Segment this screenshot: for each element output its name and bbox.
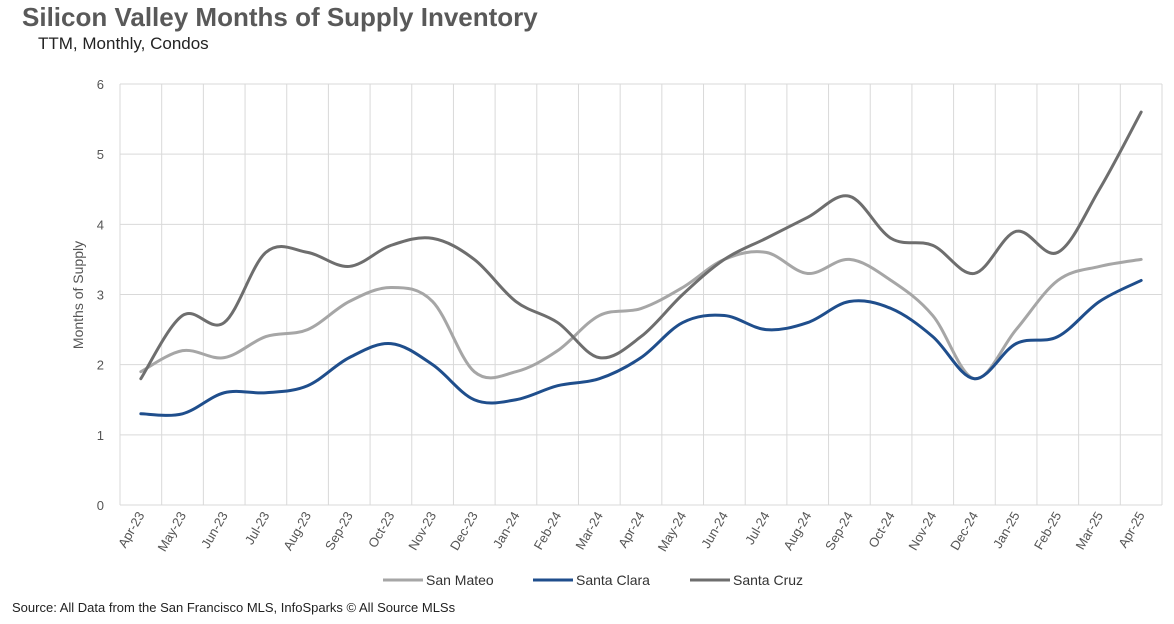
x-tick-label: Apr-23: [115, 509, 148, 550]
series-line-santa-cruz: [139, 110, 1143, 381]
x-tick-label: Jan-24: [490, 509, 523, 551]
x-tick-label: Oct-23: [365, 509, 397, 550]
x-tick-label: May-24: [655, 509, 690, 554]
y-tick-label: 0: [97, 498, 104, 513]
x-tick-label: Feb-25: [1031, 509, 1065, 552]
gridlines: [119, 83, 1163, 506]
y-tick-label: 2: [97, 358, 104, 373]
x-tick-label: Mar-24: [572, 509, 606, 552]
y-tick-label: 5: [97, 147, 104, 162]
x-tick-label: Mar-25: [1072, 509, 1106, 552]
x-tick-label: Dec-23: [447, 509, 481, 553]
x-tick-label: Dec-24: [947, 509, 981, 553]
y-axis-label: Months of Supply: [70, 241, 86, 349]
legend: San Mateo Santa Clara Santa Cruz: [383, 572, 803, 588]
x-tick-label: Feb-24: [531, 509, 565, 552]
y-tick-label: 3: [97, 288, 104, 303]
x-tick-label: Aug-23: [280, 509, 314, 553]
x-tick-label: Sep-24: [822, 509, 856, 553]
x-tick-label: Nov-24: [905, 509, 939, 553]
chart-title: Silicon Valley Months of Supply Inventor…: [22, 2, 538, 32]
legend-label-santa-clara: Santa Clara: [576, 572, 650, 588]
y-tick-label: 4: [97, 217, 104, 232]
legend-item-san-mateo: San Mateo: [383, 572, 494, 588]
x-tick-label: Apr-24: [615, 509, 648, 550]
x-axis-ticks: Apr-23 May-23 Jun-23 Jul-23 Aug-23 Sep-23 Oct-…: [115, 509, 1148, 554]
legend-item-santa-clara: Santa Clara: [533, 572, 650, 588]
x-tick-label: Jun-24: [698, 509, 731, 551]
x-tick-label: Jun-23: [198, 509, 231, 551]
y-tick-label: 6: [97, 77, 104, 92]
legend-item-santa-cruz: Santa Cruz: [690, 572, 803, 588]
x-tick-label: Jul-23: [242, 509, 273, 547]
x-tick-label: Sep-23: [322, 509, 356, 553]
series-lines: [139, 110, 1143, 417]
chart-subtitle: TTM, Monthly, Condos: [38, 34, 209, 53]
y-tick-label: 1: [97, 428, 104, 443]
x-tick-label: Nov-23: [405, 509, 439, 553]
legend-label-santa-cruz: Santa Cruz: [733, 572, 803, 588]
y-axis-ticks: 0 1 2 3 4 5 6: [97, 77, 104, 513]
x-tick-label: Jul-24: [742, 509, 773, 547]
x-tick-label: Aug-24: [780, 509, 814, 553]
series-line-santa-clara: [139, 278, 1143, 417]
source-note: Source: All Data from the San Francisco …: [12, 600, 456, 615]
x-tick-label: Apr-25: [1115, 509, 1148, 550]
x-tick-label: Jan-25: [990, 509, 1023, 551]
x-tick-label: Oct-24: [865, 509, 897, 550]
series-line-san-mateo: [139, 250, 1143, 381]
legend-label-san-mateo: San Mateo: [426, 572, 494, 588]
x-tick-label: May-23: [154, 509, 189, 554]
